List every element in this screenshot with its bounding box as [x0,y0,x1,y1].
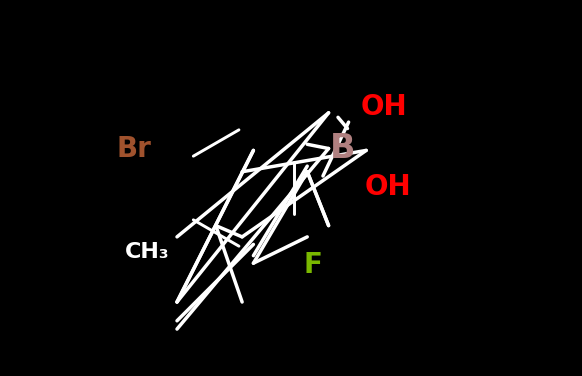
Text: OH: OH [364,173,411,201]
Text: OH: OH [361,93,407,121]
Text: CH₃: CH₃ [125,242,169,262]
Text: B: B [330,132,356,165]
Text: F: F [303,251,322,279]
Text: Br: Br [116,135,151,162]
